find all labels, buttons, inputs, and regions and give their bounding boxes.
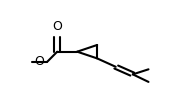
Text: O: O: [34, 55, 44, 68]
Text: O: O: [52, 20, 62, 33]
